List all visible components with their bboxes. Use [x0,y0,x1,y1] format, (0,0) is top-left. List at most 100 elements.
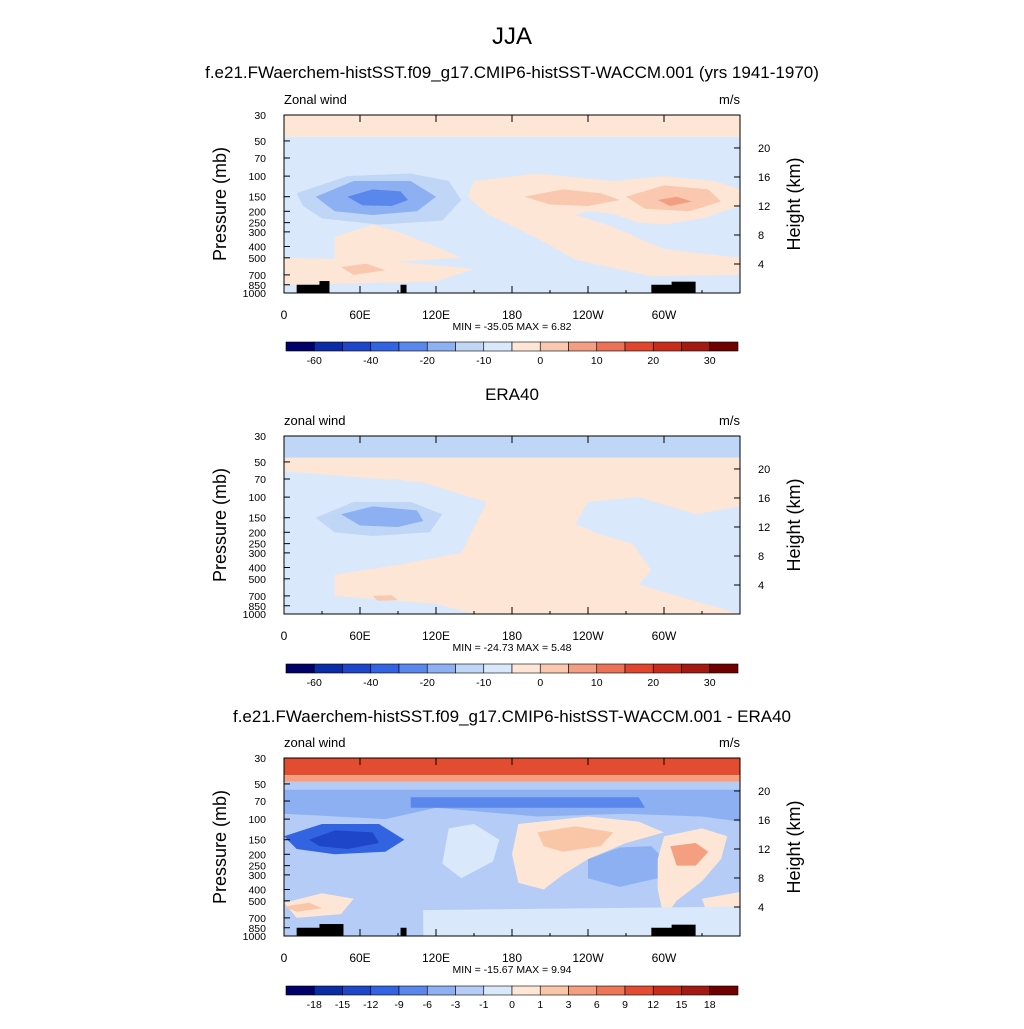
contour-region [670,843,709,866]
colorbar-label: 20 [647,355,659,367]
contour-region [347,189,409,206]
panel-units-label: m/s [719,92,740,107]
topography [671,924,696,936]
colorbar-label: -18 [307,999,322,1011]
contour-region [588,846,664,887]
colorbar-swatch [568,341,598,352]
x-tick-label: 60E [349,951,370,965]
y2-tick-label: 4 [758,902,764,914]
panel-left-label: zonal wind [284,735,345,750]
topography [400,284,407,293]
y-tick-label: 850 [248,601,266,613]
contour-region [284,902,322,912]
y2-tick-label: 16 [758,815,770,827]
y-tick-label: 70 [254,474,266,486]
y-tick-label: 1000 [243,931,267,943]
contour-region [537,826,614,852]
topography [296,927,321,936]
y2-tick-label: 12 [758,201,770,213]
contour-region [341,506,424,527]
contour-region [284,436,740,458]
contour-region [284,457,740,614]
y-tick-label: 400 [248,241,266,253]
panel-units-label: m/s [719,413,740,428]
topography [319,924,344,936]
y2-tick-label: 20 [758,786,770,798]
topography [400,927,407,936]
contour-region [524,189,620,206]
y2-tick-label: 4 [758,259,764,271]
y2-tick-label: 20 [758,464,770,476]
panel-title: f.e21.FWaerchem-histSST.f09_g17.CMIP6-hi… [233,707,791,726]
y-tick-label: 70 [254,796,266,808]
contour-region [410,797,645,808]
y-tick-label: 500 [248,253,266,265]
contour-region [657,196,692,206]
topography [319,281,330,293]
y-tick-label: 50 [254,457,266,469]
y2-tick-label: 8 [758,873,764,885]
y-tick-label: 400 [248,884,266,896]
colorbar-swatch [398,985,428,996]
panel-left-label: zonal wind [284,413,345,428]
y-tick-label: 700 [248,591,266,603]
colorbar-swatch [455,663,485,674]
colorbar-swatch [455,341,485,352]
colorbar-swatch [426,341,456,352]
y2-tick-label: 12 [758,844,770,856]
colorbar-swatch [398,663,428,674]
colorbar-swatch [342,985,372,996]
panel-title: f.e21.FWaerchem-histSST.f09_g17.CMIP6-hi… [205,63,819,82]
colorbar-label: 30 [704,677,716,689]
colorbar-swatch [652,663,682,674]
colorbar-swatch [709,341,739,352]
colorbar-swatch [285,341,315,352]
y-tick-label: 30 [254,753,266,765]
colorbar-swatch [342,341,372,352]
figure-title: JJA [492,23,532,50]
colorbar-label: 30 [704,355,716,367]
topography [671,281,696,293]
colorbar-label: -1 [479,999,488,1011]
colorbar-swatch [483,341,513,352]
y2-axis-label: Height (km) [784,800,804,893]
colorbar-label: 9 [622,999,628,1011]
colorbar-swatch [568,663,598,674]
colorbar-swatch [483,663,513,674]
panel-left-label: Zonal wind [284,92,347,107]
colorbar-label: -60 [307,355,322,367]
y-tick-label: 100 [248,171,266,183]
colorbar-swatch [313,341,343,352]
y-tick-label: 250 [248,539,266,551]
colorbar-label: -3 [451,999,460,1011]
x-tick-label: 120W [572,951,604,965]
y-tick-label: 100 [248,492,266,504]
contour-region [284,257,474,285]
contour-region [284,115,740,137]
panel-3: f.e21.FWaerchem-histSST.f09_g17.CMIP6-hi… [210,707,804,1011]
y2-tick-label: 4 [758,580,764,592]
colorbar-label: 18 [704,999,716,1011]
colorbar-label: 12 [647,999,659,1011]
colorbar-swatch [539,663,569,674]
y2-tick-label: 16 [758,172,770,184]
x-tick-label: 120W [572,308,604,322]
contour-field [284,436,740,614]
colorbar-swatch [426,663,456,674]
x-tick-label: 120E [422,629,450,643]
x-tick-label: 120E [422,951,450,965]
colorbar-swatch [313,663,343,674]
y2-tick-label: 12 [758,522,770,534]
x-tick-label: 180 [502,629,522,643]
colorbar-swatch [398,341,428,352]
contour-region [284,758,740,776]
colorbar-label: -12 [363,999,378,1011]
colorbar-label: -9 [394,999,403,1011]
y-tick-label: 100 [248,814,266,826]
colorbar-label: 0 [537,677,543,689]
y-tick-label: 250 [248,218,266,230]
contour-region [442,824,500,879]
x-tick-label: 120W [572,629,604,643]
colorbar-swatch [624,985,654,996]
colorbar-label: 10 [591,355,603,367]
